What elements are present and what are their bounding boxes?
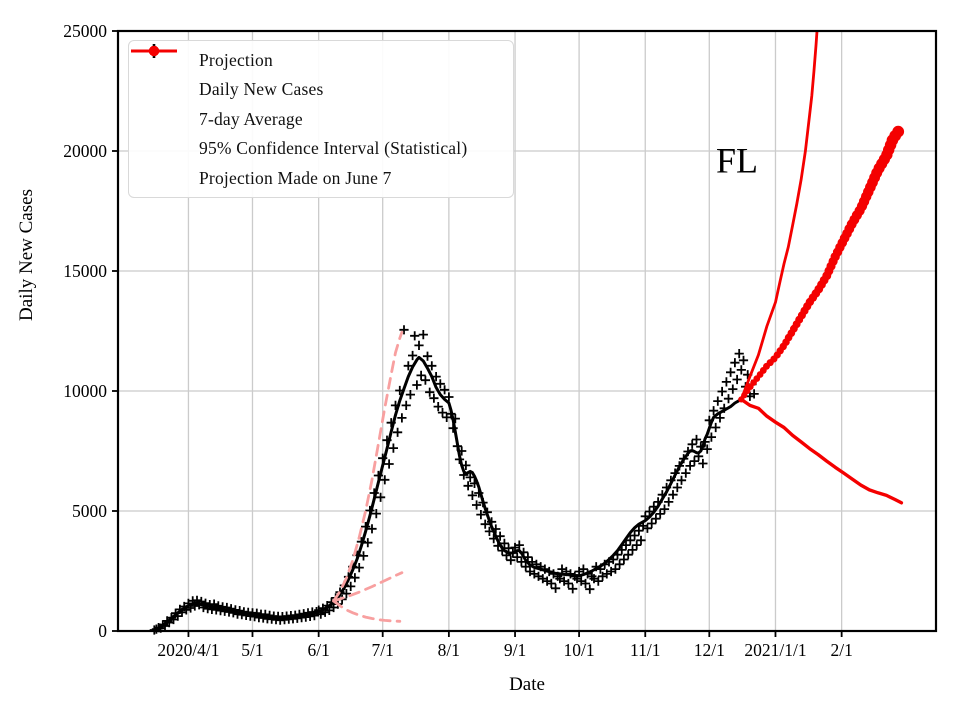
x-tick-label: 2/1 xyxy=(830,640,852,660)
y-tick-label: 25000 xyxy=(63,21,107,41)
june7-projection-branch xyxy=(332,599,402,623)
legend-row: Projection Made on June 7 xyxy=(129,49,513,193)
legend: Projection Daily New Cases 7-day Average 95… xyxy=(128,40,514,198)
tick-labels: 2020/4/1 5/1 6/1 7/1 8/1 9/1 10/1 11/1 12/1 2021/… xyxy=(63,21,853,660)
x-axis-title: Date xyxy=(509,674,545,695)
gridlines xyxy=(118,30,936,631)
x-tick-label: 2020/4/1 xyxy=(157,640,219,660)
axes-frame xyxy=(112,29,938,637)
legend-label: Projection xyxy=(199,49,273,70)
x-tick-label: 11/1 xyxy=(630,640,660,660)
confidence-interval-lower xyxy=(739,397,904,505)
legend-label: 95% Confidence Interval (Statistical) xyxy=(199,138,468,158)
legend-label: Daily New Cases xyxy=(199,79,324,99)
x-tick-label: 5/1 xyxy=(241,640,263,660)
y-tick-label: 15000 xyxy=(63,261,107,281)
seven-day-average-line xyxy=(152,355,743,632)
x-tick-label: 9/1 xyxy=(504,640,526,660)
june7-projection-branch xyxy=(332,330,404,603)
plot-border xyxy=(116,29,938,633)
state-annotation: FL xyxy=(716,141,758,181)
y-tick-label: 20000 xyxy=(63,141,107,161)
confidence-interval-lines xyxy=(739,31,904,505)
x-tick-label: 10/1 xyxy=(564,640,595,660)
y-tick-label: 0 xyxy=(98,621,107,641)
y-tick-label: 10000 xyxy=(63,381,107,401)
legend-row: 95% Confidence Interval (Statistical) xyxy=(129,45,513,164)
legend-row: 7-day Average xyxy=(129,49,513,134)
projection-dots xyxy=(738,125,905,403)
x-tick-label: 12/1 xyxy=(694,640,725,660)
data-series xyxy=(149,31,905,635)
legend-label: Projection Made on June 7 xyxy=(199,167,392,188)
x-tick-label: 8/1 xyxy=(438,640,460,660)
june7-projection-fan xyxy=(332,330,404,623)
legend-row: Daily New Cases xyxy=(129,44,513,105)
x-tick-label: 7/1 xyxy=(372,640,394,660)
x-tick-label: 6/1 xyxy=(307,640,329,660)
june7-projection-branch xyxy=(332,571,404,603)
x-tick-label: 2021/1/1 xyxy=(744,640,806,660)
y-axis-title: Daily New Cases xyxy=(16,189,37,321)
projection-dot xyxy=(892,125,905,138)
daily-new-cases-scatter xyxy=(149,325,759,635)
y-tick-label: 5000 xyxy=(72,501,107,521)
legend-label: 7-day Average xyxy=(199,108,303,129)
legend-row: Projection xyxy=(129,45,513,75)
confidence-interval-upper xyxy=(739,31,819,400)
